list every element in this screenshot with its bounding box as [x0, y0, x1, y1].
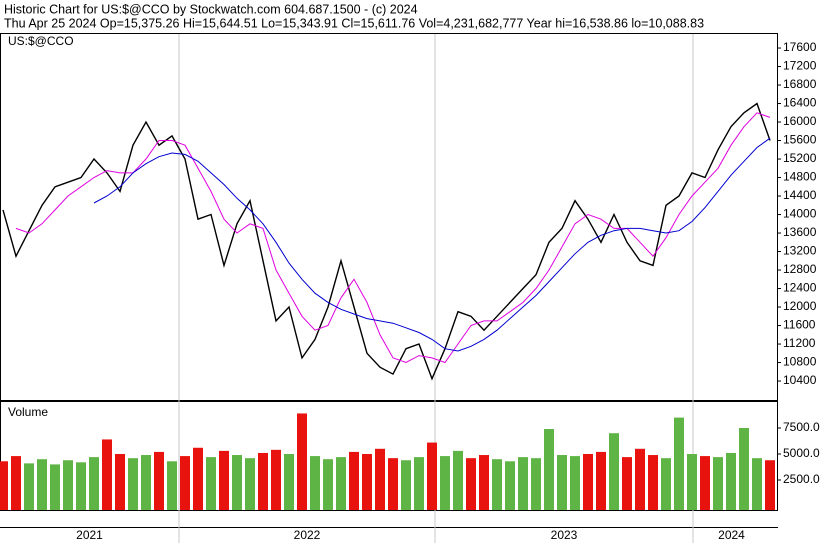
y-tick-label: 17600	[783, 40, 817, 54]
volume-bar	[141, 455, 151, 510]
y-tick-label: 16400	[783, 96, 817, 110]
volume-bar	[713, 457, 723, 510]
volume-panel	[0, 401, 778, 511]
volume-bar	[193, 447, 203, 510]
volume-bar	[544, 429, 554, 510]
volume-bar	[518, 457, 528, 510]
volume-bar	[102, 439, 112, 510]
y-tick-label: 13600	[783, 225, 817, 239]
volume-bar	[76, 462, 86, 510]
panel-label: US:$@CCO	[8, 34, 74, 48]
volume-bar	[310, 456, 320, 510]
y-tick-label: 7500.0	[783, 420, 820, 434]
volume-bar	[661, 458, 671, 510]
volume-label: Volume	[8, 405, 48, 419]
volume-bar	[687, 454, 697, 510]
volume-bar	[245, 458, 255, 510]
volume-bar	[128, 458, 138, 510]
y-tick-label: 13200	[783, 244, 817, 258]
volume-bar	[427, 442, 437, 510]
volume-bar	[414, 457, 424, 510]
y-tick-label: 5000.0	[783, 446, 820, 460]
moving-average	[15, 112, 771, 364]
y-tick-label: 15600	[783, 133, 817, 147]
volume-bar	[531, 458, 541, 510]
x-tick-label: 2022	[294, 528, 321, 542]
y-tick-label: 14000	[783, 207, 817, 221]
volume-bar	[635, 448, 645, 510]
volume-bar	[401, 460, 411, 510]
price-panel	[0, 33, 778, 401]
volume-bar	[167, 461, 177, 510]
y-tick-label: 12400	[783, 281, 817, 295]
volume-bar	[466, 458, 476, 510]
volume-bar	[739, 428, 749, 510]
volume-bar	[362, 454, 372, 510]
volume-bar	[0, 461, 8, 510]
volume-bar	[596, 451, 606, 510]
y-tick-label: 11600	[783, 318, 816, 332]
volume-bar	[609, 433, 619, 510]
volume-bar	[648, 455, 658, 510]
volume-bar	[583, 454, 593, 510]
y-tick-label: 12800	[783, 262, 817, 276]
volume-bar	[89, 457, 99, 510]
y-tick-label: 12000	[783, 299, 817, 313]
volume-bar	[752, 458, 762, 510]
volume-bar	[323, 459, 333, 510]
volume-bar	[479, 455, 489, 510]
y-tick-label: 14800	[783, 170, 817, 184]
volume-bar	[37, 459, 47, 510]
volume-bar	[271, 449, 281, 510]
volume-bar	[115, 454, 125, 510]
x-tick-label: 2021	[76, 528, 103, 542]
volume-bar	[206, 457, 216, 510]
volume-bar	[154, 451, 164, 510]
volume-bar	[765, 460, 775, 510]
volume-bar	[505, 461, 515, 510]
moving-average	[93, 137, 771, 352]
y-tick-label: 16000	[783, 114, 817, 128]
volume-bar	[726, 452, 736, 510]
volume-bar	[63, 460, 73, 510]
volume-bar	[492, 459, 502, 510]
y-tick-label: 15200	[783, 151, 817, 165]
y-tick-label: 14400	[783, 188, 817, 202]
volume-bar	[388, 458, 398, 510]
volume-bar	[349, 451, 359, 510]
volume-bar	[453, 450, 463, 510]
price-line	[2, 102, 771, 381]
y-tick-label: 17200	[783, 59, 817, 73]
y-tick-label: 10800	[783, 355, 817, 369]
volume-bar	[336, 457, 346, 510]
volume-bar	[232, 455, 242, 510]
volume-bar	[440, 456, 450, 510]
y-tick-label: 16800	[783, 77, 817, 91]
volume-bar	[557, 455, 567, 510]
y-tick-label: 2500.0	[783, 472, 820, 486]
chart-subtitle: Thu Apr 25 2024 Op=15,375.26 Hi=15,644.5…	[4, 16, 704, 30]
volume-bar	[24, 463, 34, 510]
y-tick-label: 11200	[783, 336, 816, 350]
x-tick-label: 2024	[718, 528, 745, 542]
volume-bar	[570, 456, 580, 510]
volume-bar	[674, 417, 684, 510]
volume-bar	[700, 456, 710, 510]
chart-title: Historic Chart for US:$@CCO by Stockwatc…	[4, 2, 418, 16]
volume-bar	[622, 457, 632, 510]
volume-bar	[297, 413, 307, 510]
volume-bar	[258, 452, 268, 510]
volume-bar	[375, 448, 385, 510]
volume-bar	[219, 450, 229, 510]
volume-bar	[50, 464, 60, 510]
y-tick-label: 10400	[783, 373, 817, 387]
volume-bar	[180, 456, 190, 510]
x-tick-label: 2023	[551, 528, 578, 542]
volume-bar	[11, 456, 21, 510]
volume-bar	[284, 454, 294, 510]
